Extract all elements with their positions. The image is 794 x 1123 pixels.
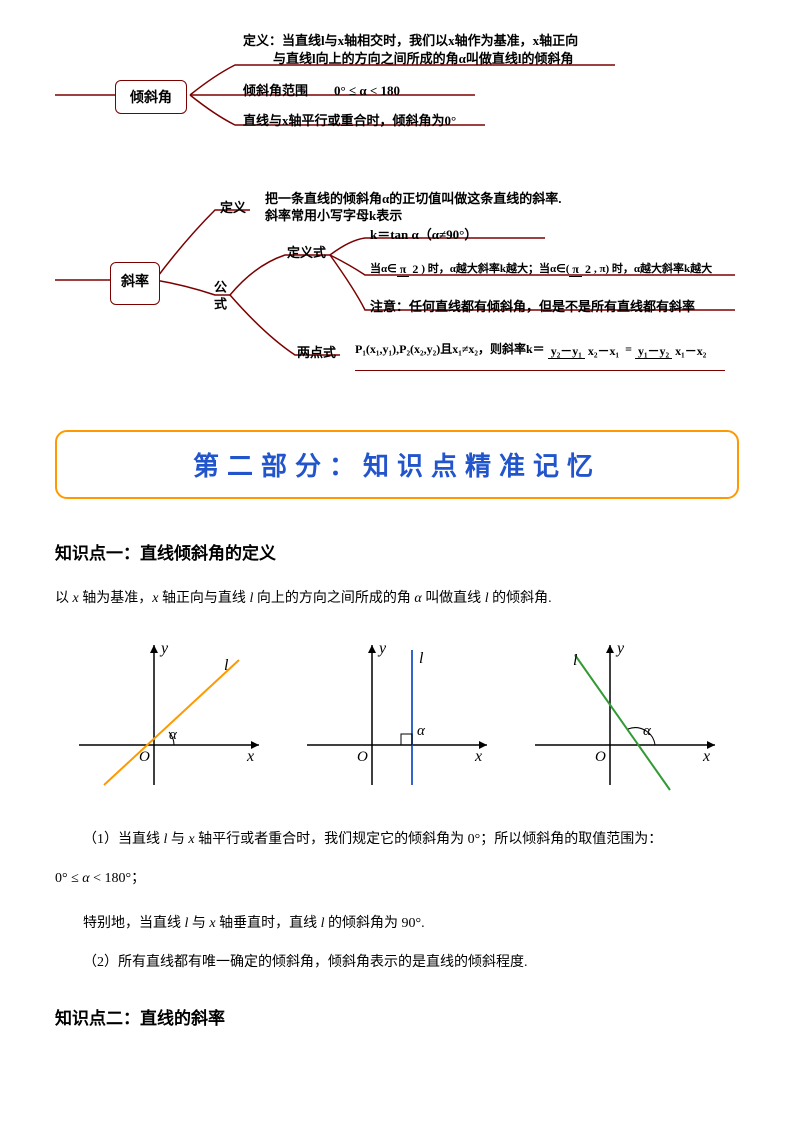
frac1-num: y₂－y₁ [548, 344, 585, 359]
frac1-den: x₂－x₁ [585, 344, 622, 358]
svg-text:x: x [474, 748, 482, 765]
para-3: 特别地，当直线 l 与 x 轴垂直时，直线 l 的倾斜角为 90°. [55, 909, 739, 940]
mm2-lds-underline [355, 370, 725, 371]
svg-text:l: l [419, 650, 424, 667]
svg-text:x: x [246, 748, 254, 765]
mm2-twopoint-text: P₁(x₁,y₁),P₂(x₂,y₂)且x₁≠x₂，则斜率k＝ [355, 342, 545, 356]
mm1-branch1-line2: 与直线l向上的方向之间所成的角α叫做直线l的倾斜角 [273, 48, 573, 67]
mm2-range: 当α∈π2) 时，α越大斜率k越大；当α∈(π2, π) 时，α越大斜率k越大 [370, 260, 712, 277]
heading-2: 知识点二：直线的斜率 [55, 1004, 739, 1029]
frac2-den: x₁－x₂ [672, 344, 709, 358]
graph-3: y x O α l [525, 635, 725, 795]
svg-text:O: O [139, 749, 150, 765]
mm1-branch3: 直线与x轴平行或重合时，倾斜角为0° [243, 110, 456, 129]
mm2-branch-formula-label: 公式 [210, 280, 229, 314]
svg-text:O: O [357, 749, 368, 765]
mm2-lds-label: 两点式 [297, 342, 336, 361]
svg-text:l: l [573, 652, 578, 669]
heading-1: 知识点一：直线倾斜角的定义 [55, 539, 739, 564]
svg-text:l: l [224, 657, 229, 674]
mm2-range-p1: 当α∈ [370, 263, 397, 275]
para-1: 以 x 轴为基准，x 轴正向与直线 l 向上的方向之间所成的角 α 叫做直线 l… [55, 584, 739, 615]
svg-text:α: α [643, 723, 652, 739]
frac2-num: y₁－y₂ [635, 344, 672, 359]
mm1-branch1-line1: 定义：当直线l与x轴相交时，我们以x轴作为基准，x轴正向 [243, 30, 578, 49]
mindmap2-root: 斜率 [110, 262, 160, 305]
svg-text:α: α [169, 727, 178, 743]
mm2-note: 注意：任何直线都有倾斜角，但是不是所有直线都有斜率 [370, 296, 695, 315]
para-4: （2）所有直线都有唯一确定的倾斜角，倾斜角表示的是直线的倾斜程度. [55, 948, 739, 979]
graph-row: y x O α l y x O α l y x O α l [55, 635, 739, 795]
svg-text:x: x [702, 748, 710, 765]
mm2-twopoint: P₁(x₁,y₁),P₂(x₂,y₂)且x₁≠x₂，则斜率k＝ y₂－y₁x₂－… [355, 340, 709, 359]
mm2-branch-def-label: 定义 [220, 197, 246, 216]
mm2-range-p3: 时，α越大斜率k越大 [612, 263, 712, 275]
mm2-formula: k＝tan α（α≠90°） [370, 224, 477, 243]
mm2-dys-label: 定义式 [287, 242, 326, 261]
svg-text:y: y [159, 640, 169, 657]
mm2-def-text2: 斜率常用小写字母k表示 [265, 205, 402, 224]
graph-2: y x O α l [297, 635, 497, 795]
svg-text:α: α [417, 723, 426, 739]
svg-text:y: y [615, 640, 625, 657]
mm1-branch2: 倾斜角范围 0° ≤ α < 180 [243, 80, 400, 99]
graph-1: y x O α l [69, 635, 269, 795]
mm2-range-p2: 时，α越大斜率k越大；当α∈ [428, 263, 566, 275]
para-2: （1）当直线 l 与 x 轴平行或者重合时，我们规定它的倾斜角为 0°；所以倾斜… [55, 825, 739, 856]
svg-text:y: y [377, 640, 387, 657]
mindmap-slope: 斜率 定义 把一条直线的倾斜角α的正切值叫做这条直线的斜率. 斜率常用小写字母k… [55, 180, 739, 380]
section-header-box: 第二部分：知识点精准记忆 [55, 430, 739, 499]
mindmap-inclination: 倾斜角 定义：当直线l与x轴相交时，我们以x轴作为基准，x轴正向 与直线l向上的… [55, 40, 739, 150]
mindmap1-root: 倾斜角 [115, 80, 187, 114]
mm2-root-text: 斜率 [121, 275, 149, 290]
section-title: 第二部分：知识点精准记忆 [77, 446, 717, 483]
svg-text:O: O [595, 749, 606, 765]
para-2-range: 0° ≤ α < 180°； [55, 864, 739, 895]
